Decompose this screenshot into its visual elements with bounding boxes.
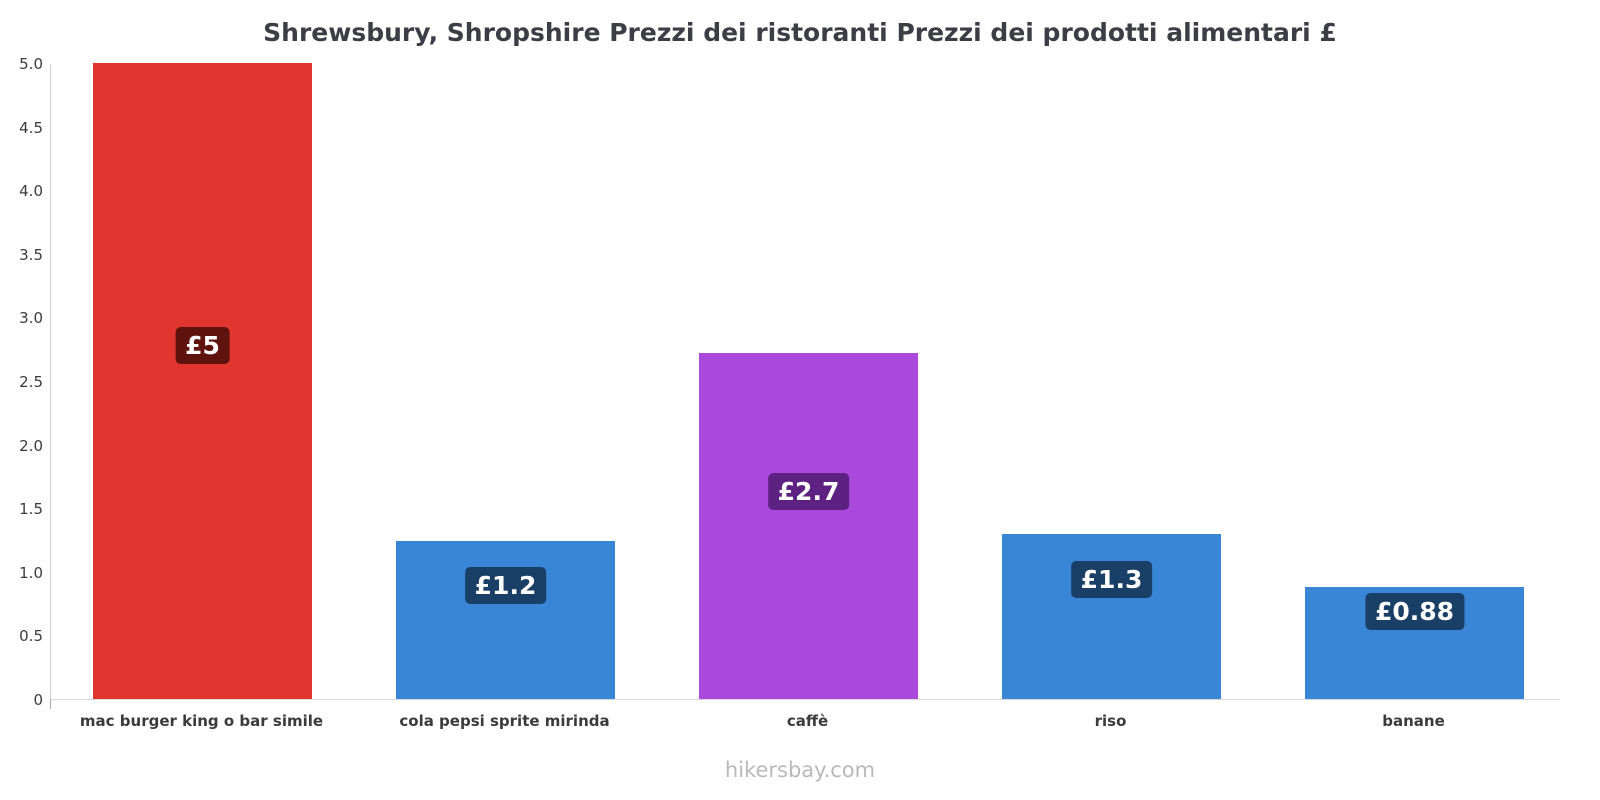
y-tick-label: 1.0 [19,563,43,582]
bar-value-label: £1.2 [464,566,547,604]
x-label-riso: riso [1094,712,1127,730]
bar-riso: £1.3 [1002,533,1221,699]
x-axis: mac burger king o bar simile cola pepsi … [50,700,1600,748]
chart-title: Shrewsbury, Shropshire Prezzi dei ristor… [263,18,1337,47]
bar-value-label: £0.88 [1364,593,1465,631]
bar-value-label: £1.3 [1070,561,1153,599]
y-tick-label: 3.5 [19,245,43,264]
bar-rect [93,63,312,699]
y-tick-label: 3.0 [19,309,43,328]
y-tick-label: 2.5 [19,373,43,391]
bar-cola: £1.2 [396,541,615,699]
y-tick-label: 0 [33,691,43,709]
y-tick-label: 4.0 [19,182,43,201]
bar-value-label: £5 [175,327,230,365]
plot-area: £5 £1.2 £2.7 £1.3 £0.88 0 0.5 1.0 1.5 2.0 2.5… [19,55,1560,709]
x-label-caffe: caffè [786,712,829,730]
bar-rect [699,353,918,699]
bar-rect [396,541,615,699]
bar-value-label: £2.7 [767,472,850,510]
x-axis-origin-tick [50,699,51,709]
bar-rect [1002,533,1221,699]
bar-caffe: £2.7 [699,353,918,699]
x-label-banane: banane [1382,712,1445,730]
bar-fastfood: £5 [93,63,312,699]
y-tick-label: 4.5 [19,118,43,137]
y-tick-label: 5.0 [19,55,43,73]
y-tick-label: 1.5 [19,500,43,519]
y-tick-label: 0.5 [19,627,43,646]
y-tick-label: 2.0 [19,436,43,455]
footer-link[interactable]: hikersbay.com [724,758,876,782]
x-label-cola: cola pepsi sprite mirinda [399,712,610,730]
bar-banane: £0.88 [1305,587,1524,699]
x-label-fastfood: mac burger king o bar simile [79,712,324,730]
